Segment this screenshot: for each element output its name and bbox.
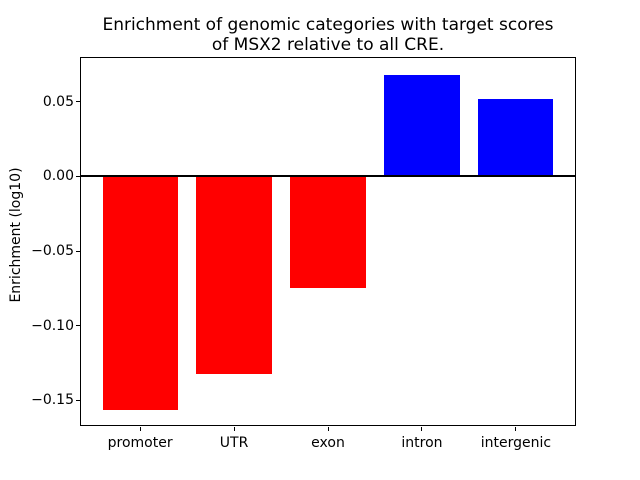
y-tick-label: 0.00 <box>42 168 74 185</box>
y-tick-label: −0.05 <box>31 243 74 260</box>
x-tick-label-intron: intron <box>401 434 443 451</box>
bar-promoter <box>102 176 178 411</box>
x-tick-label-promoter: promoter <box>107 434 173 451</box>
chart-title-line-2: of MSX2 relative to all CRE. <box>211 35 445 56</box>
y-tick-mark <box>76 250 80 252</box>
x-tick-mark <box>139 426 141 431</box>
x-tick-mark <box>421 426 423 431</box>
bar-exon <box>290 176 366 288</box>
plot-area <box>80 57 576 426</box>
y-tick-mark <box>76 175 80 177</box>
y-tick-mark <box>76 325 80 327</box>
y-tick-label: 0.05 <box>42 93 74 110</box>
bar-intron <box>384 74 460 177</box>
x-tick-mark <box>233 426 235 431</box>
x-tick-label-exon: exon <box>311 434 345 451</box>
y-tick-mark <box>76 101 80 103</box>
plot-border <box>80 57 576 426</box>
y-tick-label: −0.10 <box>31 317 74 334</box>
x-tick-label-UTR: UTR <box>219 434 249 451</box>
chart-title-line-1: Enrichment of genomic categories with ta… <box>102 15 554 35</box>
x-tick-mark <box>327 426 329 431</box>
y-tick-mark <box>76 399 80 401</box>
zero-line <box>80 175 576 178</box>
chart-title: Enrichment of genomic categories with ta… <box>80 15 576 55</box>
y-tick-label: −0.15 <box>31 392 74 409</box>
bar-UTR <box>196 176 272 375</box>
y-axis-label: Enrichment (log10) <box>8 167 24 303</box>
x-tick-label-intergenic: intergenic <box>480 434 552 451</box>
x-tick-mark <box>515 426 517 431</box>
bar-intergenic <box>478 98 554 177</box>
